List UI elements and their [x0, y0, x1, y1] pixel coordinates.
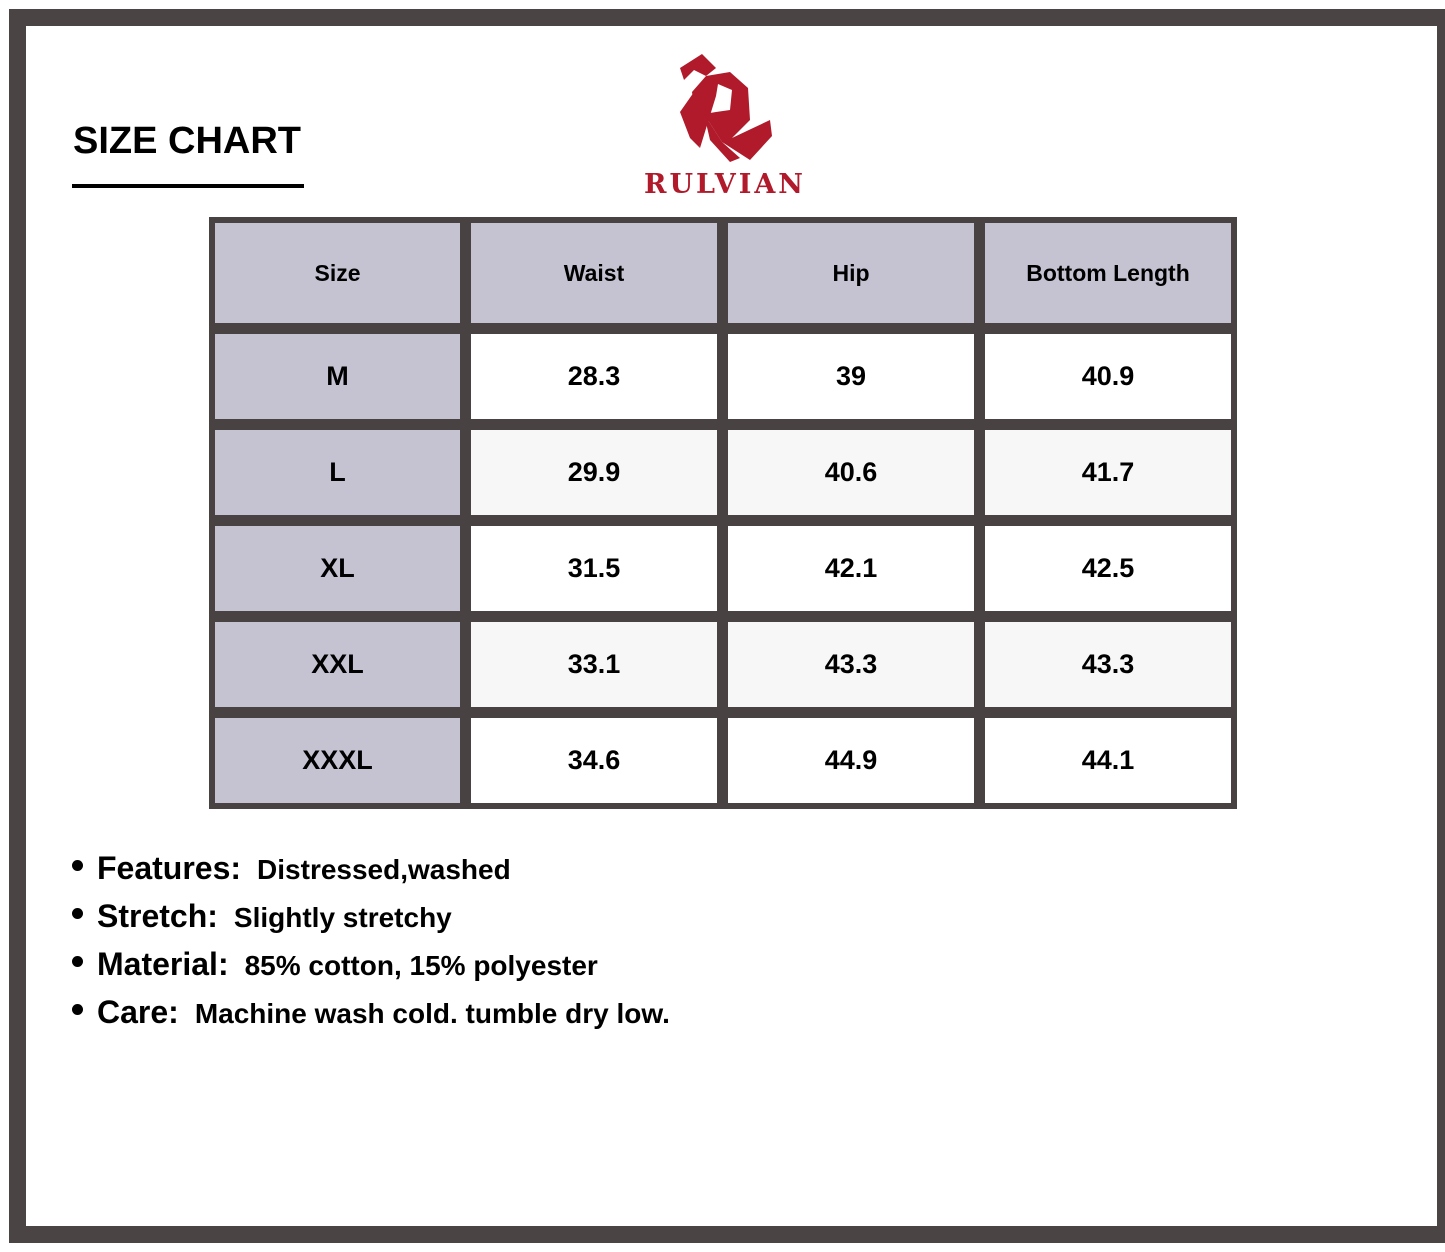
bullet-icon [72, 908, 83, 919]
header-size: Size [215, 223, 460, 323]
size-cell: XXL [215, 622, 460, 707]
note-label: Features: [97, 850, 242, 886]
value-cell: 43.3 [728, 622, 974, 707]
note-item: Material: 85% cotton, 15% polyester [72, 946, 670, 994]
note-label: Material: [97, 946, 229, 982]
note-label: Care: [97, 994, 179, 1030]
brand-wordmark: RULVIAN [644, 169, 806, 200]
note-label: Stretch: [97, 898, 218, 934]
value-cell: 40.9 [985, 334, 1231, 419]
value-cell: 31.5 [471, 526, 717, 611]
value-cell: 42.5 [985, 526, 1231, 611]
bullet-icon [72, 860, 83, 871]
value-cell: 44.9 [728, 718, 974, 803]
header-waist: Waist [471, 223, 717, 323]
header-bottom-length: Bottom Length [985, 223, 1231, 323]
note-item: Features: Distressed,washed [72, 850, 670, 898]
value-cell: 34.6 [471, 718, 717, 803]
page-title: SIZE CHART [73, 120, 301, 162]
title-underline [72, 184, 304, 188]
brand-logo: RULVIAN [644, 54, 806, 200]
value-cell: 41.7 [985, 430, 1231, 515]
size-cell: XL [215, 526, 460, 611]
value-cell: 39 [728, 334, 974, 419]
size-cell: M [215, 334, 460, 419]
value-cell: 42.1 [728, 526, 974, 611]
note-item: Care: Machine wash cold. tumble dry low. [72, 994, 670, 1042]
value-cell: 44.1 [985, 718, 1231, 803]
size-table: Size Waist Hip Bottom Length M 28.3 39 40.9… [209, 217, 1237, 809]
note-value: Slightly stretchy [233, 902, 452, 933]
product-notes: Features: Distressed,washed Stretch: Slight… [72, 850, 670, 1042]
value-cell: 43.3 [985, 622, 1231, 707]
value-cell: 29.9 [471, 430, 717, 515]
note-value: 85% cotton, 15% polyester [244, 950, 598, 981]
size-cell: L [215, 430, 460, 515]
bullet-icon [72, 1004, 83, 1015]
bullet-icon [72, 956, 83, 967]
note-value: Machine wash cold. tumble dry low. [194, 998, 670, 1029]
value-cell: 40.6 [728, 430, 974, 515]
value-cell: 28.3 [471, 334, 717, 419]
note-item: Stretch: Slightly stretchy [72, 898, 670, 946]
value-cell: 33.1 [471, 622, 717, 707]
note-value: Distressed,washed [257, 854, 511, 885]
size-cell: XXXL [215, 718, 460, 803]
header-hip: Hip [728, 223, 974, 323]
